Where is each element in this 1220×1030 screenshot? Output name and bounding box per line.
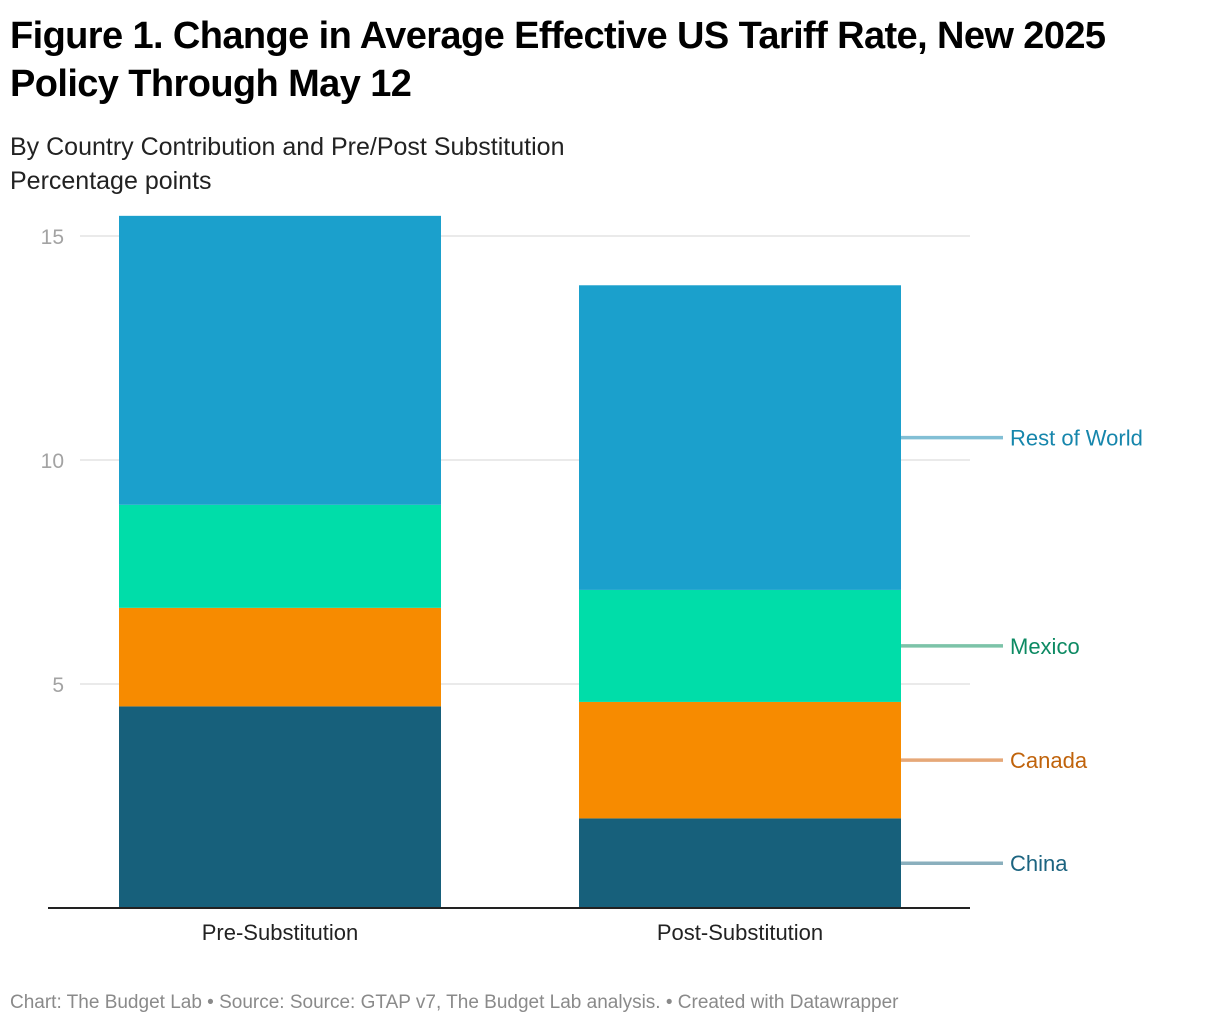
y-tick-label: 15 — [41, 226, 64, 249]
chart-subtitle: By Country Contribution and Pre/Post Sub… — [10, 130, 564, 198]
y-tick-label: 5 — [52, 674, 64, 697]
bar-segment-rest-of-world — [579, 285, 901, 590]
y-tick-label: 10 — [41, 450, 64, 473]
series-label-mexico: Mexico — [1010, 634, 1080, 659]
y-axis-ticks: 5 10 15 — [41, 226, 64, 697]
series-label-rest-of-world: Rest of World — [1010, 426, 1143, 451]
x-tick-label: Pre-Substitution — [202, 920, 359, 945]
bar-segment-china — [119, 706, 441, 908]
bar-segment-canada — [579, 701, 901, 819]
bar-segment-china — [579, 818, 901, 908]
bar-stack-post-substitution — [579, 285, 901, 908]
chart-footer: Chart: The Budget Lab • Source: Source: … — [10, 992, 899, 1013]
bars — [119, 215, 901, 908]
y-axis-unit-label: Percentage points — [10, 167, 212, 195]
chart-title: Figure 1. Change in Average Effective US… — [10, 15, 1106, 105]
bar-segment-canada — [119, 607, 441, 707]
bar-stack-pre-substitution — [119, 215, 441, 908]
series-labels: China Canada Mexico Rest of World — [901, 426, 1143, 876]
subtitle-description: By Country Contribution and Pre/Post Sub… — [10, 133, 565, 161]
series-label-canada: Canada — [1010, 748, 1088, 773]
bar-segment-mexico — [119, 504, 441, 608]
bar-segment-rest-of-world — [119, 215, 441, 505]
x-axis-labels: Pre-Substitution Post-Substitution — [202, 920, 823, 945]
bar-segment-mexico — [579, 589, 901, 702]
series-label-china: China — [1010, 851, 1068, 876]
x-tick-label: Post-Substitution — [657, 920, 823, 945]
